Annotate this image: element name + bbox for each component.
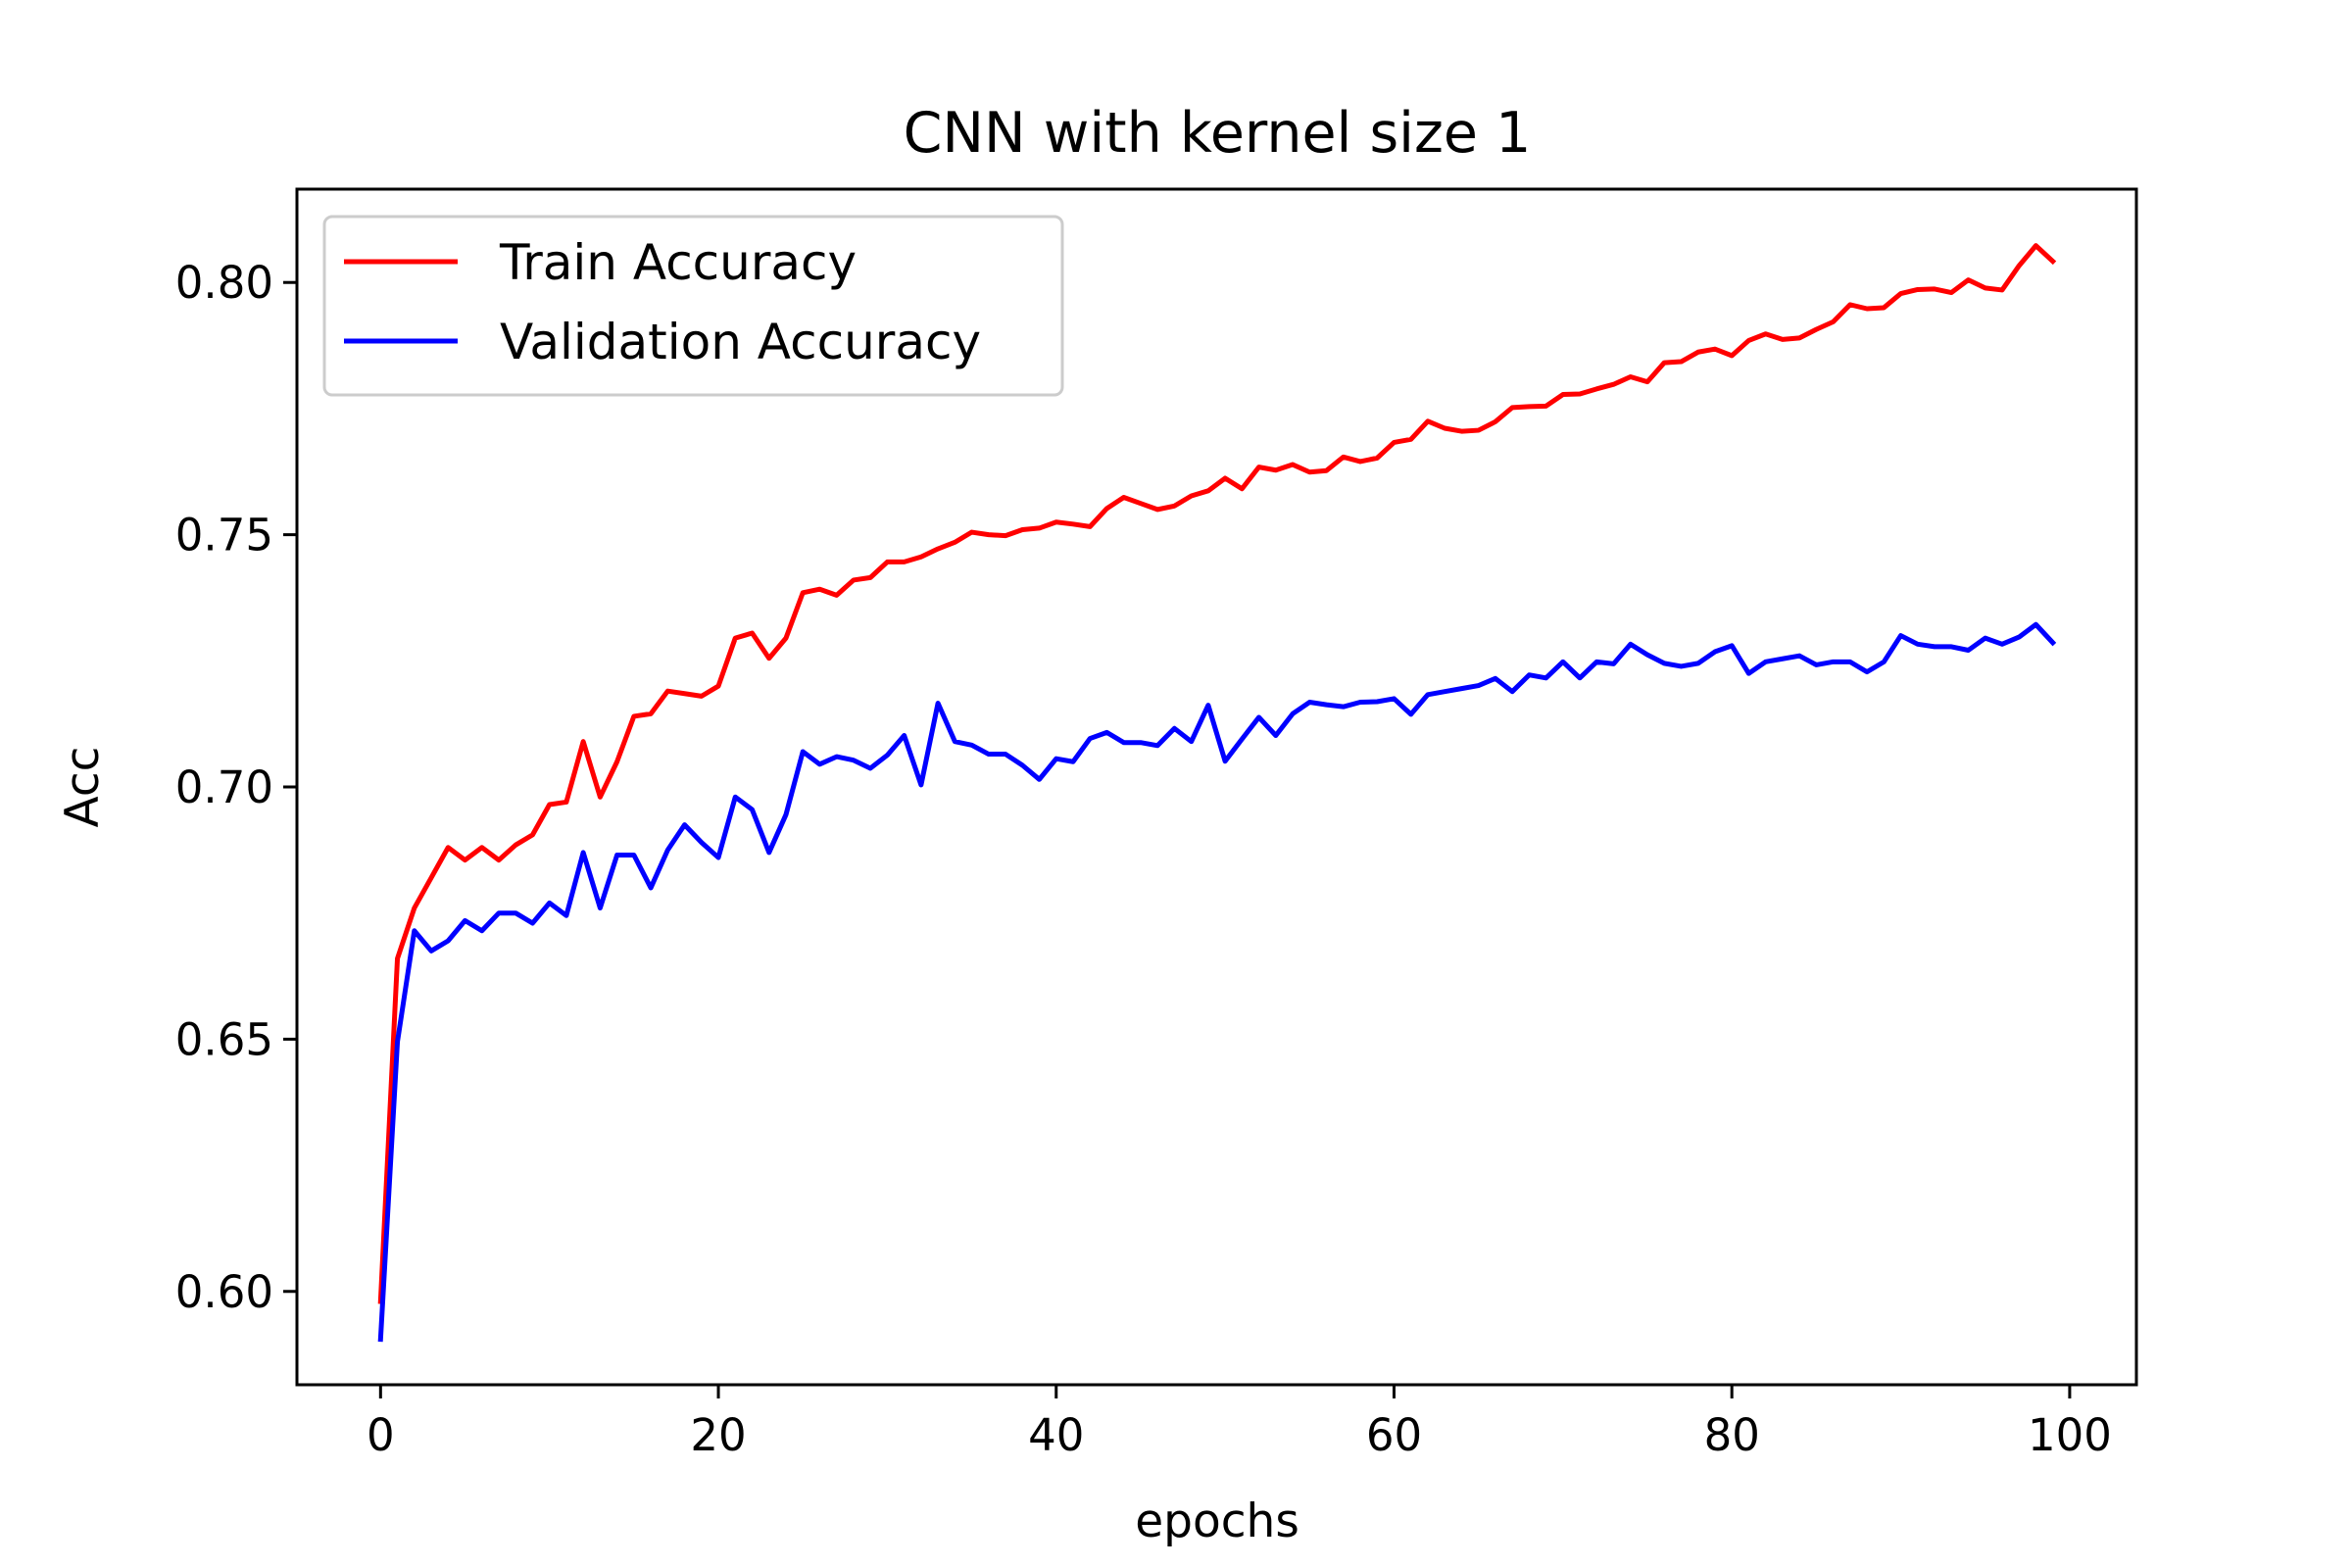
x-tick-label: 100 (2028, 1409, 2112, 1461)
series-layer (377, 243, 2057, 1343)
y-tick-label: 0.65 (175, 1013, 273, 1065)
y-tick-label: 0.80 (175, 257, 273, 309)
series-line-train-accuracy (377, 243, 2057, 1304)
y-tick-label: 0.60 (175, 1266, 273, 1318)
x-tick-label: 60 (1366, 1409, 1422, 1461)
y-tick-label: 0.70 (175, 761, 273, 813)
series-line-validation-accuracy (377, 621, 2057, 1343)
y-axis-label: Acc (56, 746, 110, 827)
y-ticks: 0.60 0.65 0.70 0.75 0.80 (175, 257, 297, 1318)
x-tick-label: 40 (1028, 1409, 1084, 1461)
chart-title: CNN with kernel size 1 (904, 101, 1532, 166)
y-tick-label: 0.75 (175, 510, 273, 562)
x-tick-label: 20 (690, 1409, 746, 1461)
x-tick-label: 80 (1704, 1409, 1760, 1461)
legend-box (322, 215, 1064, 397)
legend-label-train-accuracy: Train Accuracy (499, 234, 857, 291)
x-axis-label: epochs (1135, 1494, 1299, 1548)
legend: Train Accuracy Validation Accuracy (322, 215, 1064, 397)
x-ticks: 0 20 40 60 80 100 (367, 1385, 2112, 1461)
legend-label-validation-accuracy: Validation Accuracy (500, 314, 981, 370)
x-tick-label: 0 (367, 1409, 395, 1461)
